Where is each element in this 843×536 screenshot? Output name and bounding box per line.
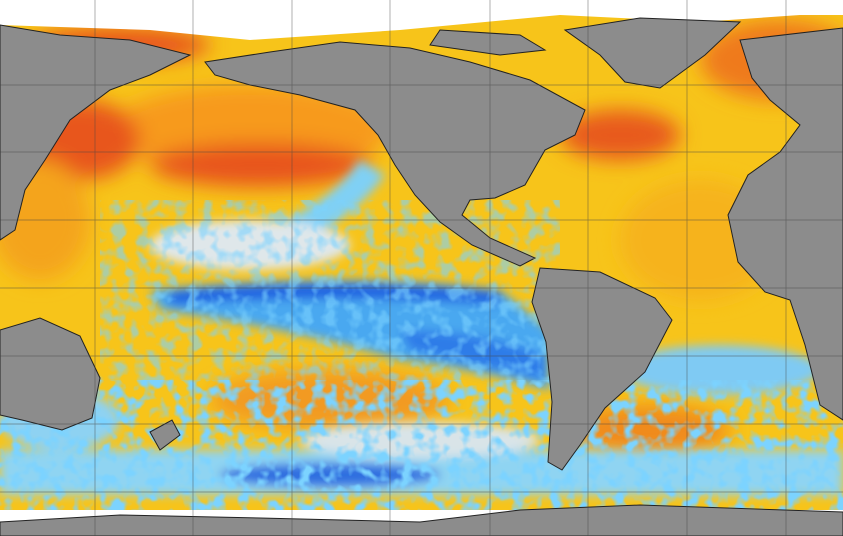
page [0,0,843,536]
graticule [0,0,843,536]
sst-anomaly-map [0,0,843,536]
